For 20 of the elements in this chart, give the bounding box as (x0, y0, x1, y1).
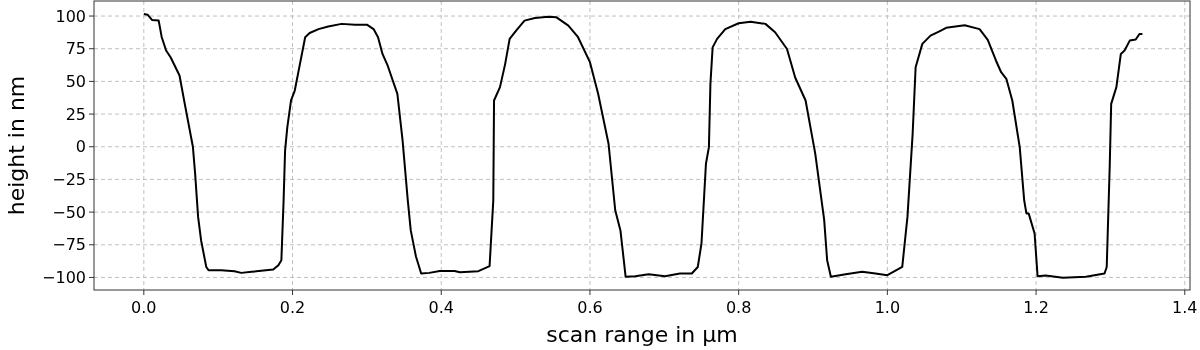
y-tick-label: 25 (65, 104, 86, 124)
y-tick-label: −50 (52, 202, 86, 222)
y-tick-label: 75 (65, 39, 86, 59)
y-tick-label: −25 (52, 170, 86, 190)
x-tick-label: 0.4 (428, 298, 454, 317)
y-tick-label: 0 (75, 137, 86, 157)
x-axis-title: scan range in µm (546, 322, 738, 347)
x-tick-label: 0.2 (279, 298, 306, 317)
y-tick-label: 50 (65, 71, 86, 91)
y-tick-label: 100 (55, 6, 86, 26)
x-tick-label: 1.0 (874, 298, 901, 317)
x-tick-label: 0.8 (725, 298, 752, 317)
x-tick-label: 0.0 (131, 298, 157, 317)
y-tick-label: −100 (42, 268, 86, 288)
y-axis-title: height in nm (4, 75, 29, 216)
y-tick-label: −75 (52, 235, 86, 255)
x-tick-label: 1.2 (1023, 298, 1049, 317)
line-series (142, 12, 1144, 279)
x-tick-label: 1.4 (1172, 298, 1198, 317)
x-tick-label: 0.6 (577, 298, 603, 317)
